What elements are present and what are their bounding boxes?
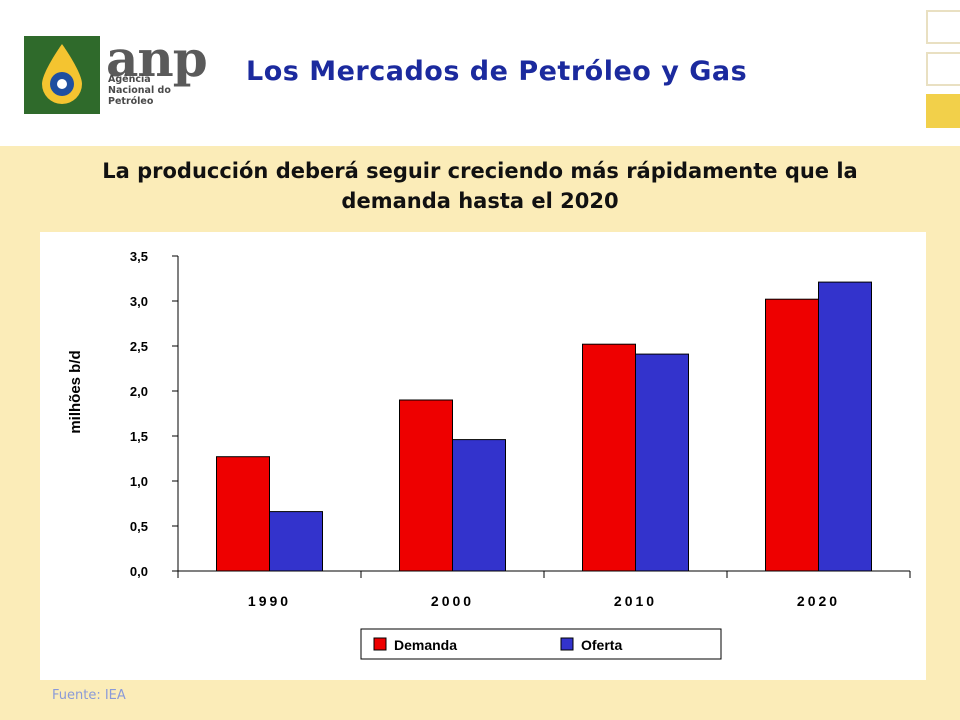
x-tick-label: 2010 [614,593,657,609]
bar-demanda [216,456,270,572]
decor-square [926,94,960,128]
y-tick-label: 2,5 [130,339,148,354]
slide-header: anp Agência Nacional do Petróleo Los Mer… [0,0,960,146]
bar-chart: 0,0 0,5 1,0 1,5 2,0 2,5 3,0 3,5 milhões b/d 1990 2… [67,249,911,660]
logo-sub-line: Nacional do [108,85,171,96]
y-tick-label: 0,0 [130,564,148,579]
y-tick-label: 2,0 [130,384,148,399]
legend-swatch [560,637,574,651]
bar-demanda [582,343,636,572]
subtitle-line: demanda hasta el 2020 [341,189,619,213]
bar-oferta [269,511,323,572]
oil-drop-icon [42,44,82,104]
decor-square [926,52,960,86]
slide-subtitle: La producción deberá seguir creciendo má… [0,156,960,216]
legend-label: Oferta [581,637,622,653]
legend-box [360,628,722,660]
y-tick-label: 0,5 [130,519,148,534]
decor-square [926,10,960,44]
y-tick-label: 1,0 [130,474,148,489]
y-tick-label: 3,0 [130,294,148,309]
logo-sub-line: Agência [108,74,151,85]
anp-logo: anp Agência Nacional do Petróleo [24,29,208,118]
subtitle-line: La producción deberá seguir creciendo má… [102,159,858,183]
x-tick-label: 2020 [797,593,840,609]
legend-swatch [373,637,387,651]
source-note: Fuente: IEA [52,688,126,703]
x-tick-label: 2000 [431,593,474,609]
bar-oferta [818,281,872,572]
slide-title: Los Mercados de Petróleo y Gas [246,56,748,87]
logo-subtext: Agência Nacional do Petróleo [108,74,171,107]
bar-oferta [635,353,689,572]
logo-sub-line: Petróleo [108,96,154,107]
bar-demanda [399,399,453,572]
logo-emblem [24,36,100,114]
y-tick-label: 1,5 [130,429,148,444]
bar-oferta [452,439,506,572]
bar-demanda [765,298,819,572]
legend-label: Demanda [394,637,457,653]
logo-wordmark: anp [106,29,208,88]
x-tick-label: 1990 [248,593,291,609]
y-axis-label: milhões b/d [67,350,84,433]
y-tick-label: 3,5 [130,249,148,264]
chart-panel: 0,0 0,5 1,0 1,5 2,0 2,5 3,0 3,5 milhões b/d 1990 2… [40,232,926,680]
